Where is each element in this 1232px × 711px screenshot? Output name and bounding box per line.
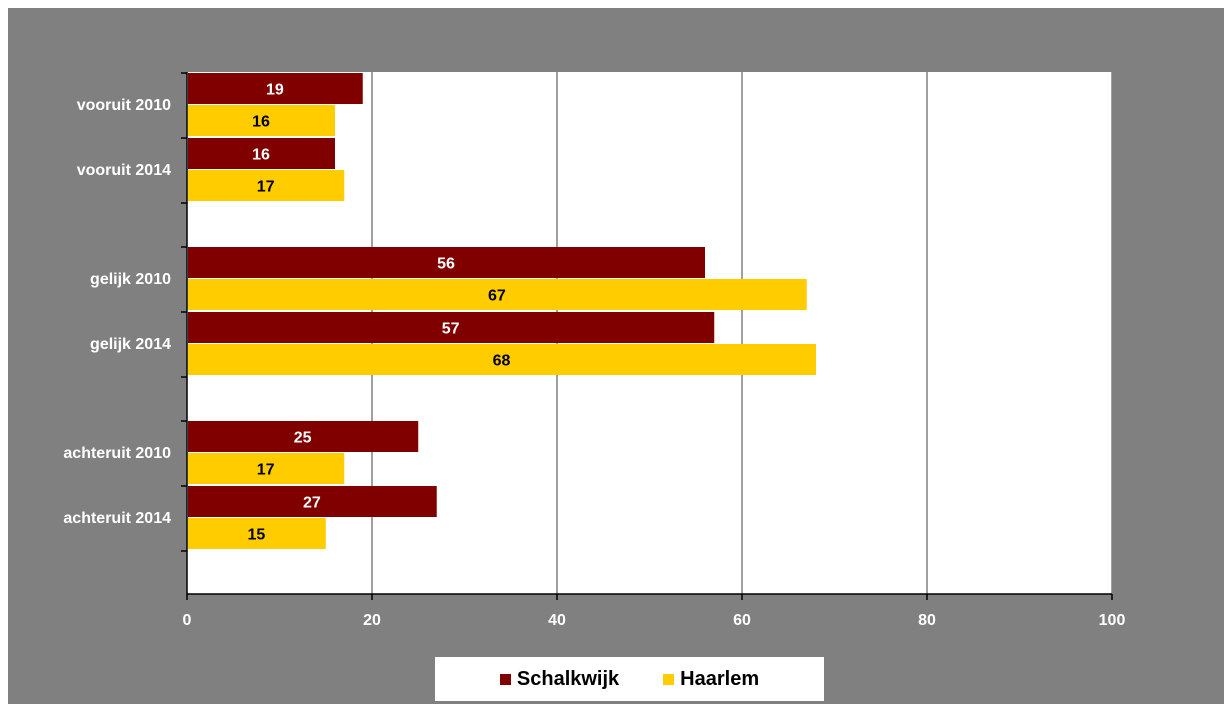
data-label: 68	[493, 353, 511, 370]
category-label: vooruit 2010	[77, 97, 171, 114]
legend-swatch-schalkwijk	[499, 673, 511, 685]
bar-haarlem	[188, 518, 326, 549]
data-label: 57	[442, 321, 460, 338]
x-tick-label: 0	[183, 612, 192, 629]
chart-area: 0 20 40 60 80 100 vooruit 2010 19 16 vooruit 2014…	[8, 8, 1224, 704]
bar-haarlem	[188, 344, 816, 375]
data-label: 67	[488, 288, 506, 305]
bar-haarlem	[188, 105, 335, 136]
data-label: 16	[252, 147, 270, 164]
data-label: 17	[257, 462, 275, 479]
data-label: 19	[266, 82, 284, 99]
legend-label-schalkwijk: Schalkwijk	[516, 667, 620, 690]
data-label: 27	[303, 495, 321, 512]
x-tick-label: 80	[918, 612, 936, 629]
data-label: 25	[294, 430, 312, 447]
x-tick-label: 100	[1099, 612, 1126, 629]
x-tick-label: 60	[733, 612, 751, 629]
bar-schalkwijk	[188, 247, 705, 278]
data-label: 17	[257, 179, 275, 196]
data-label: 16	[252, 114, 270, 131]
x-tick-label: 20	[363, 612, 381, 629]
legend-label-haarlem: Haarlem	[680, 667, 760, 690]
legend-item-haarlem: Haarlem	[663, 668, 759, 691]
legend-item-schalkwijk: Schalkwijk	[499, 667, 620, 691]
bar-schalkwijk	[188, 312, 715, 343]
category-label: gelijk 2010	[90, 271, 171, 288]
bar-schalkwijk	[188, 486, 437, 517]
bar-schalkwijk	[188, 138, 335, 169]
bar-haarlem	[188, 170, 345, 201]
category-label: gelijk 2014	[90, 336, 171, 353]
category-label: vooruit 2014	[77, 162, 171, 179]
legend-swatch-haarlem	[663, 673, 675, 685]
legend: Schalkwijk Haarlem	[435, 657, 824, 701]
bar-schalkwijk	[188, 73, 363, 104]
data-label: 15	[247, 527, 265, 544]
bar-schalkwijk	[188, 421, 419, 452]
data-label: 56	[437, 256, 455, 273]
category-label: achteruit 2014	[63, 510, 171, 527]
bar-chart: 0 20 40 60 80 100 vooruit 2010 19 16 vooruit 2014…	[8, 8, 1224, 704]
x-tick-label: 40	[548, 612, 566, 629]
category-label: achteruit 2010	[63, 445, 171, 462]
bar-haarlem	[188, 279, 807, 310]
bar-haarlem	[188, 453, 345, 484]
